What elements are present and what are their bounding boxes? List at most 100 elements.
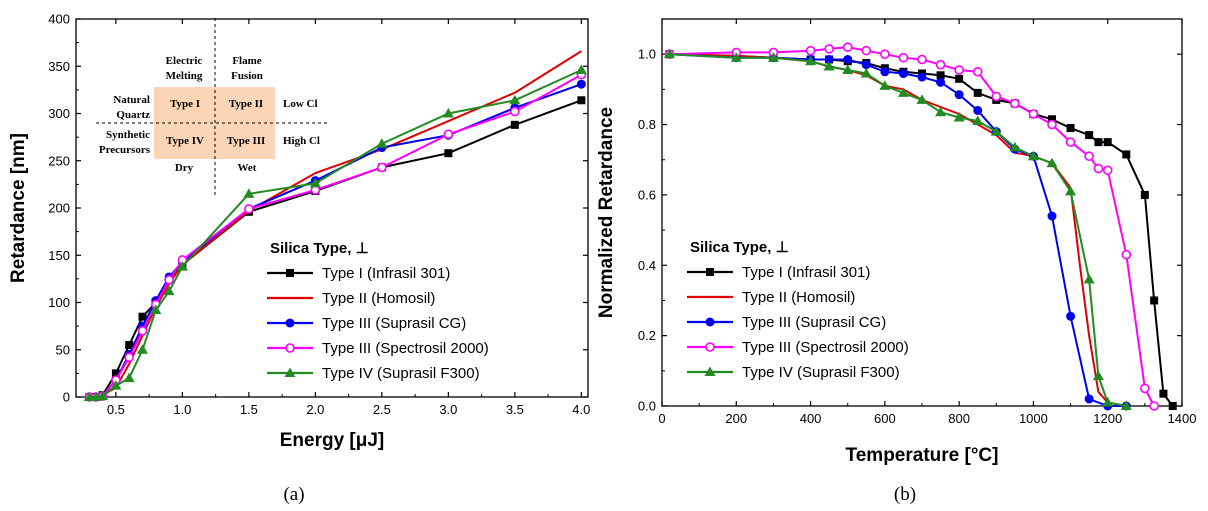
y-tick-label: 300 <box>48 106 70 121</box>
data-point <box>1027 150 1039 161</box>
data-point <box>309 177 321 188</box>
data-point <box>663 48 675 59</box>
legend-entry: Type IV (Suprasil F300) <box>742 364 900 381</box>
series-line <box>669 53 1127 407</box>
data-point <box>861 60 871 70</box>
data-point <box>861 45 872 56</box>
data-point <box>509 94 521 105</box>
data-point <box>973 105 983 115</box>
data-point <box>860 68 872 78</box>
data-point <box>1047 211 1057 221</box>
data-point <box>805 55 817 66</box>
y-axis-title: Retardance [nm] <box>8 133 29 283</box>
inset-row-header-2b: Precursors <box>99 144 151 156</box>
data-point <box>1083 273 1095 284</box>
data-point <box>163 285 175 296</box>
data-point <box>898 69 908 79</box>
data-point <box>1066 124 1075 133</box>
data-point <box>897 87 909 97</box>
inset-col-header-1a: Electric <box>166 55 203 67</box>
inset-row-header-2a: Synthetic <box>106 129 150 141</box>
data-point <box>880 67 890 77</box>
data-point <box>110 380 122 390</box>
data-point <box>936 71 945 80</box>
legend-marker <box>285 318 295 328</box>
y-tick-label: 0.4 <box>638 258 656 273</box>
legend-title: Silica Type, ⊥ <box>690 239 789 256</box>
x-tick-label: 3.0 <box>439 402 457 417</box>
x-tick-label: 1400 <box>1168 411 1197 426</box>
data-point <box>823 60 835 71</box>
data-point <box>990 126 1002 136</box>
data-point <box>97 390 109 401</box>
panel-label-a: (a) <box>283 484 304 505</box>
data-point <box>730 52 742 62</box>
data-point <box>936 77 946 87</box>
legend-marker <box>286 269 294 277</box>
data-point <box>1028 109 1039 119</box>
data-point <box>244 204 254 214</box>
inset-col-header-2a: Flame <box>232 55 261 67</box>
y-tick-label: 50 <box>56 342 70 357</box>
data-point <box>510 120 519 129</box>
data-point <box>1149 401 1159 411</box>
data-point <box>1048 115 1056 124</box>
data-point <box>843 54 853 64</box>
legend-entry: Type I (Infrasil 301) <box>322 265 450 282</box>
panel-label-b: (b) <box>894 484 916 505</box>
y-tick-label: 400 <box>48 12 70 27</box>
data-point <box>137 326 148 336</box>
data-point <box>123 372 135 383</box>
x-tick-label: 2.5 <box>373 402 391 417</box>
x-tick-label: 1200 <box>1093 411 1122 426</box>
y-tick-label: 0.2 <box>638 328 656 343</box>
y-axis-title: Normalized Retardance <box>596 107 617 318</box>
data-point <box>879 80 891 90</box>
data-point <box>972 66 983 77</box>
data-point <box>1084 394 1094 404</box>
inset-bottom-label-wet: Wet <box>238 162 257 174</box>
x-tick-label: 4.0 <box>572 402 590 417</box>
data-point <box>1065 137 1076 147</box>
data-point <box>1103 138 1112 147</box>
data-point <box>1140 383 1150 394</box>
data-point <box>1093 163 1104 174</box>
y-tick-label: 150 <box>48 248 70 263</box>
data-point <box>767 52 779 62</box>
x-tick-label: 2.0 <box>306 402 324 417</box>
x-tick-label: 1000 <box>1019 411 1048 426</box>
x-tick-label: 800 <box>948 411 970 426</box>
legend-entry: Type III (Suprasil CG) <box>322 315 466 332</box>
data-point <box>955 74 964 83</box>
data-point <box>138 312 147 321</box>
silica-classification-inset: Electric Melting Flame Fusion Natural Qu… <box>96 18 330 197</box>
data-point <box>1150 296 1159 305</box>
data-point <box>916 94 928 104</box>
data-point <box>935 59 946 70</box>
data-point <box>1046 157 1058 168</box>
data-point <box>111 369 120 378</box>
legend-entry: Type II (Homosil) <box>322 290 435 307</box>
data-point <box>1120 400 1132 410</box>
data-point <box>917 54 927 65</box>
inset-bottom-label-dry: Dry <box>175 162 194 174</box>
data-point <box>377 162 387 173</box>
inset-col-header-1b: Melting <box>166 70 203 82</box>
legend-marker <box>704 366 716 376</box>
inset-right-label-low-cl: Low Cl <box>283 98 318 110</box>
data-point <box>991 91 1002 102</box>
x-tick-label: 3.5 <box>506 402 524 417</box>
data-point <box>954 65 964 75</box>
legend-entry: Type II (Homosil) <box>742 289 855 306</box>
y-tick-label: 0 <box>63 390 70 405</box>
inset-cell-type3: Type III <box>227 135 266 147</box>
data-point <box>1102 165 1113 176</box>
legend-entry: Type III (Spectrosil 2000) <box>742 339 909 356</box>
data-point <box>1102 396 1114 407</box>
data-point <box>1122 150 1131 159</box>
legend-marker <box>706 268 714 276</box>
data-point <box>1065 185 1077 196</box>
y-tick-label: 250 <box>48 153 70 168</box>
data-point <box>805 45 816 56</box>
inset-cell-type1: Type I <box>170 98 200 110</box>
